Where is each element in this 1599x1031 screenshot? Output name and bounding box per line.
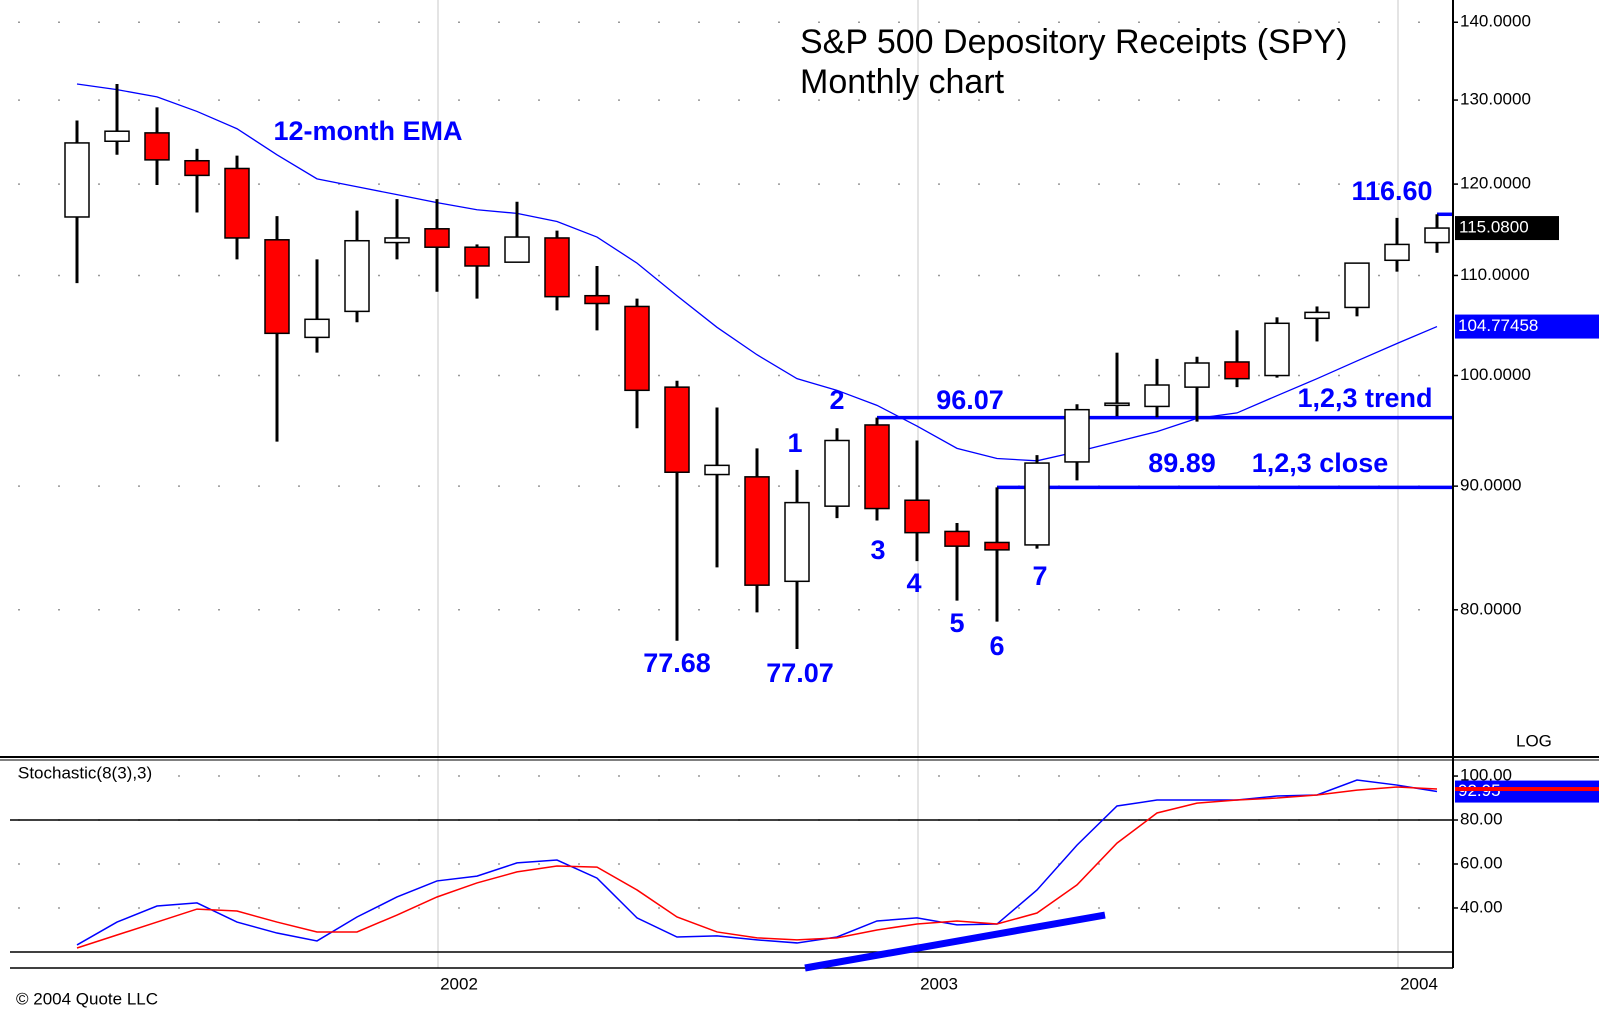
candle-body — [1024, 462, 1050, 546]
candle-body — [264, 239, 290, 335]
candle-body — [544, 237, 570, 298]
annotation: 1,2,3 close — [1252, 448, 1389, 478]
annotation: 116.60 — [1351, 176, 1432, 206]
candle-body — [304, 318, 330, 339]
candle-body — [64, 142, 90, 218]
close-tag-label: 115.0800 — [1459, 218, 1529, 237]
annotation: 2 — [829, 385, 844, 415]
plot-layer: 2002 2003 2004 140.0000 130.0000 120.0000 110.… — [0, 0, 1599, 993]
candle-body — [424, 228, 450, 248]
candle-body — [1384, 243, 1410, 262]
y-tick-label: 90.0000 — [1460, 476, 1521, 495]
candle-body — [1144, 384, 1170, 408]
candle-body — [504, 236, 530, 263]
candle-body — [624, 305, 650, 392]
scale-label: LOG — [1516, 731, 1552, 750]
candle-body — [984, 541, 1010, 551]
candle-body — [464, 246, 490, 267]
y-tick-label: 80.00 — [1460, 810, 1503, 829]
candle-body — [584, 294, 610, 305]
candle-body — [904, 499, 930, 534]
candle-body — [1224, 361, 1250, 380]
y-tick-label: 100.00 — [1460, 766, 1512, 785]
candle-body — [944, 530, 970, 547]
candle-body — [1064, 408, 1090, 463]
candle-body — [224, 167, 250, 239]
candle-body — [1264, 322, 1290, 377]
x-tick-label: 2004 — [1400, 974, 1438, 993]
candle-body — [384, 237, 410, 244]
annotation: 1,2,3 trend — [1297, 383, 1432, 413]
x-tick-label: 2003 — [920, 974, 958, 993]
candle-body — [1304, 311, 1330, 320]
annotation: 96.07 — [936, 385, 1004, 415]
candle-body — [1344, 262, 1370, 309]
annotation: 4 — [906, 568, 921, 598]
annotation: 77.68 — [643, 648, 711, 678]
candle-body — [704, 464, 730, 476]
candle-body — [1424, 227, 1450, 244]
stochastic-line — [76, 779, 1438, 946]
annotation: 89.89 — [1148, 448, 1216, 478]
candle-body — [144, 132, 170, 161]
y-tick-label: 100.0000 — [1460, 365, 1531, 384]
candle-body — [1184, 362, 1210, 388]
footer: © 2004 Quote LLC — [16, 989, 158, 1008]
y-tick-label: 60.00 — [1460, 853, 1503, 872]
stochastic-line — [76, 786, 1438, 949]
stochastic-trendline — [804, 911, 1106, 972]
candle-body — [664, 386, 690, 473]
candle-body — [104, 130, 130, 142]
y-tick-label: 110.0000 — [1460, 265, 1530, 284]
ema-tag — [1455, 314, 1599, 339]
y-tick-label: 120.0000 — [1460, 174, 1531, 193]
candle-body — [1104, 402, 1130, 407]
annotation: 1 — [787, 428, 802, 458]
annotation: 3 — [870, 535, 885, 565]
y-tick-label: 140.0000 — [1460, 12, 1531, 31]
indicator-title: Stochastic(8(3),3) — [18, 763, 152, 782]
value-tag — [1455, 780, 1599, 803]
value-tag — [1455, 787, 1599, 792]
ema-label: 12-month EMA — [274, 116, 463, 146]
candle-body — [344, 239, 370, 313]
annotation: 7 — [1032, 561, 1047, 591]
annotation: 5 — [949, 608, 964, 638]
candle-body — [864, 424, 890, 510]
annotation: 6 — [989, 631, 1004, 661]
candle-body — [744, 476, 770, 586]
chart-title: S&P 500 Depository Receipts (SPY) — [800, 23, 1347, 61]
close-tag — [1455, 216, 1559, 241]
y-tick-label: 80.0000 — [1460, 599, 1521, 618]
candle-body — [824, 439, 850, 507]
x-tick-label: 2002 — [440, 974, 478, 993]
ema-tag-label: 104.77458 — [1458, 316, 1538, 335]
annotation: 77.07 — [766, 658, 834, 688]
chart-subtitle: Monthly chart — [800, 63, 1005, 101]
candle-body — [784, 501, 810, 583]
y-tick-label: 130.0000 — [1460, 90, 1531, 109]
y-tick-label: 40.00 — [1460, 897, 1503, 916]
candle-body — [184, 159, 210, 177]
